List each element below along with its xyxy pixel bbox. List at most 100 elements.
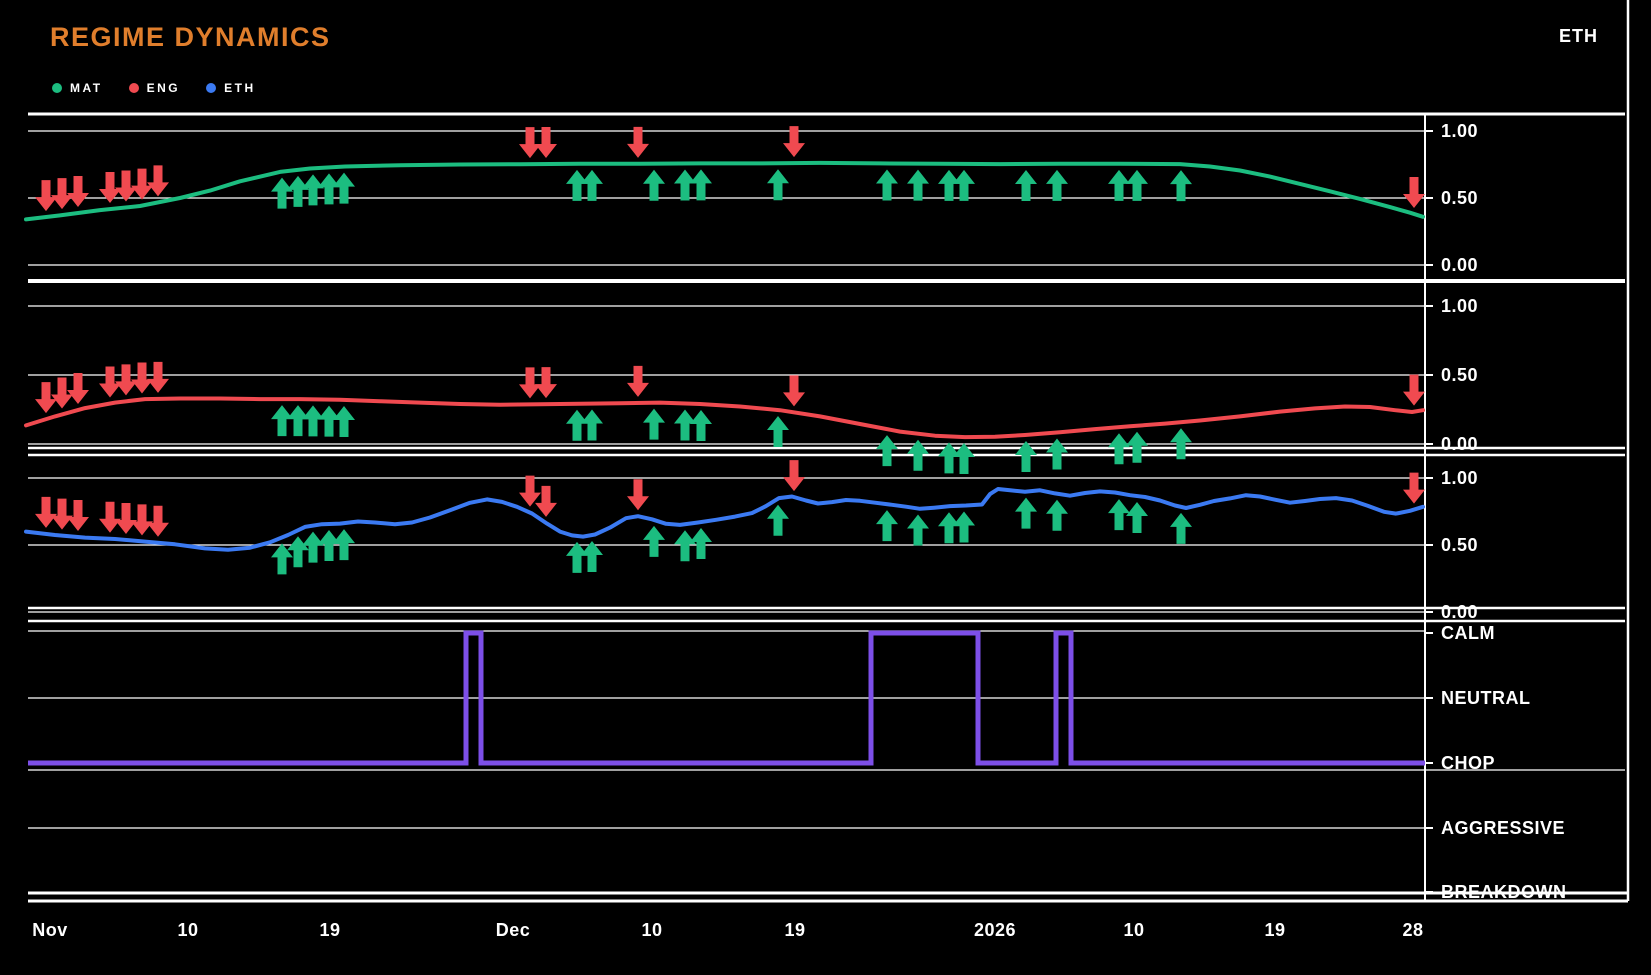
up-arrow-marker — [1126, 169, 1148, 201]
regime-label-calm: CALM — [1441, 623, 1495, 643]
eng-dot-icon — [128, 83, 139, 93]
up-arrow-marker — [1170, 512, 1192, 544]
up-arrow-marker — [1046, 169, 1068, 201]
down-arrow-marker — [51, 498, 73, 530]
down-arrow-marker — [535, 127, 557, 159]
up-arrow-marker — [318, 173, 340, 205]
down-arrow-marker — [627, 479, 649, 511]
ytick-label: 0.00 — [1441, 255, 1478, 275]
up-arrow-marker — [271, 543, 293, 575]
up-arrow-marker — [1170, 170, 1192, 202]
up-arrow-marker — [271, 405, 293, 437]
ytick-label: 0.00 — [1441, 602, 1478, 622]
xtick-label: Dec — [496, 920, 531, 940]
xtick-label: Nov — [32, 920, 68, 940]
ytick-label: 0.50 — [1441, 365, 1478, 385]
up-arrow-marker — [302, 405, 324, 437]
up-arrow-marker — [876, 510, 898, 542]
xtick-label: 2026 — [974, 920, 1016, 940]
up-arrow-marker — [566, 541, 588, 573]
xtick-label: 10 — [1123, 920, 1144, 940]
up-arrow-marker — [690, 410, 712, 442]
up-arrow-marker — [674, 530, 696, 562]
down-arrow-marker — [1403, 176, 1425, 208]
up-arrow-marker — [302, 531, 324, 563]
down-arrow-marker — [783, 460, 805, 492]
up-arrow-marker — [333, 529, 355, 561]
up-arrow-marker — [907, 439, 929, 471]
up-arrow-marker — [566, 169, 588, 201]
ytick-label: 0.50 — [1441, 188, 1478, 208]
up-arrow-marker — [1015, 497, 1037, 529]
up-arrow-marker — [581, 541, 603, 573]
up-arrow-marker — [1108, 169, 1130, 201]
up-arrow-marker — [1108, 499, 1130, 531]
up-arrow-marker — [287, 405, 309, 437]
down-arrow-marker — [627, 126, 649, 158]
up-arrow-marker — [1108, 433, 1130, 465]
down-arrow-marker — [1403, 472, 1425, 504]
up-arrow-marker — [643, 525, 665, 557]
up-arrow-marker — [876, 169, 898, 201]
eng-line — [24, 396, 1425, 440]
mat-line — [24, 160, 1425, 222]
down-arrow-marker — [35, 382, 57, 414]
ytick-label: 1.00 — [1441, 296, 1478, 316]
up-arrow-marker — [287, 175, 309, 207]
down-arrow-marker — [147, 165, 169, 197]
page-title: REGIME DYNAMICS — [50, 22, 331, 52]
down-arrow-marker — [115, 364, 137, 396]
up-arrow-marker — [333, 405, 355, 437]
eth-dot-icon — [206, 83, 217, 93]
up-arrow-marker — [953, 443, 975, 475]
xtick-label: 28 — [1402, 920, 1423, 940]
up-arrow-marker — [674, 169, 696, 201]
mat-dot-icon — [52, 83, 62, 93]
down-arrow-marker — [131, 362, 153, 394]
up-arrow-marker — [1170, 428, 1192, 460]
up-arrow-marker — [876, 435, 898, 467]
xtick-label: 19 — [319, 920, 340, 940]
down-arrow-marker — [627, 365, 649, 397]
up-arrow-marker — [318, 405, 340, 437]
legend-label-eth: ETH — [224, 81, 256, 95]
legend-item-eth: ETH — [206, 81, 256, 95]
up-arrow-marker — [271, 177, 293, 209]
down-arrow-marker — [99, 172, 121, 204]
up-arrow-marker — [767, 169, 789, 201]
down-arrow-marker — [519, 127, 541, 159]
ytick-label: 1.00 — [1441, 468, 1478, 488]
up-arrow-marker — [566, 409, 588, 441]
up-arrow-marker — [767, 504, 789, 536]
down-arrow-marker — [35, 180, 57, 212]
up-arrow-marker — [1015, 440, 1037, 472]
regime-label-neutral: NEUTRAL — [1441, 688, 1531, 708]
regime-step-line — [28, 630, 1425, 766]
up-arrow-marker — [287, 536, 309, 568]
up-arrow-marker — [907, 514, 929, 546]
up-arrow-marker — [907, 169, 929, 201]
eth-line — [24, 487, 1425, 552]
up-arrow-marker — [318, 529, 340, 561]
legend: MAT ENG ETH — [52, 81, 256, 95]
up-arrow-marker — [643, 408, 665, 440]
legend-label-mat: MAT — [70, 81, 103, 95]
regime-label-breakdown: BREAKDOWN — [1441, 882, 1567, 902]
down-arrow-marker — [1403, 374, 1425, 406]
ytick-label: 0.50 — [1441, 535, 1478, 555]
down-arrow-marker — [51, 377, 73, 409]
ytick-label: 1.00 — [1441, 121, 1478, 141]
ytick-label: 0.00 — [1441, 434, 1478, 454]
down-arrow-marker — [131, 504, 153, 536]
up-arrow-marker — [581, 409, 603, 441]
down-arrow-marker — [99, 501, 121, 533]
up-arrow-marker — [953, 511, 975, 543]
down-arrow-marker — [783, 126, 805, 158]
down-arrow-marker — [67, 373, 89, 405]
down-arrow-marker — [147, 361, 169, 393]
up-arrow-marker — [643, 169, 665, 201]
legend-label-eng: ENG — [146, 81, 181, 95]
down-arrow-marker — [535, 485, 557, 517]
legend-item-mat: MAT — [52, 81, 103, 95]
